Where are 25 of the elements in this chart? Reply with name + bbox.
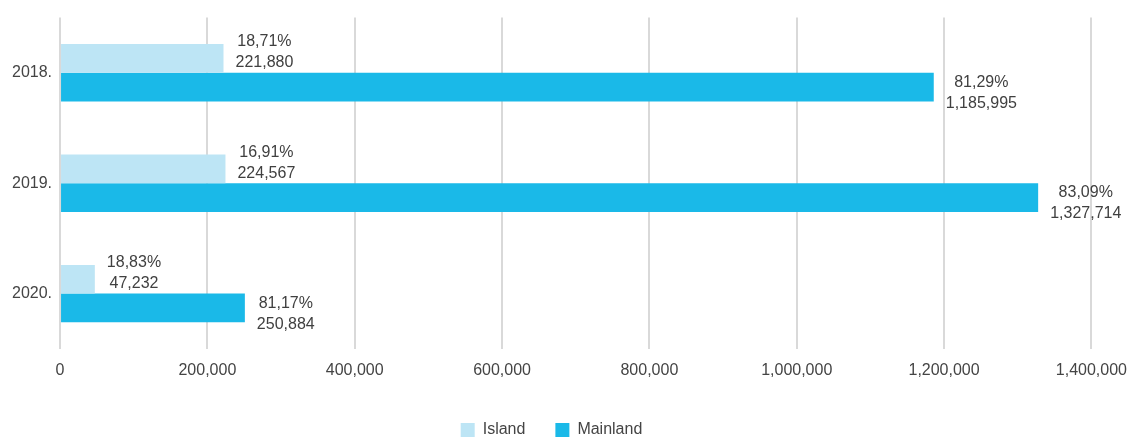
data-label: 81,29% 1,185,995 bbox=[945, 73, 1018, 112]
x-tick-label: 400,000 bbox=[325, 360, 384, 378]
y-tick-label: 2019. bbox=[11, 173, 53, 191]
x-tick-label: 200,000 bbox=[178, 360, 237, 378]
data-label: 83,09% 1,327,714 bbox=[1050, 183, 1122, 222]
bar bbox=[61, 44, 224, 73]
x-tick-label: 800,000 bbox=[620, 360, 679, 378]
data-label: 81,17% 250,884 bbox=[256, 293, 315, 332]
data-label: 18,71% 221,880 bbox=[235, 32, 294, 71]
legend-label: Island bbox=[482, 420, 526, 438]
x-tick-label: 1,400,000 bbox=[1055, 360, 1128, 378]
bar bbox=[61, 154, 226, 184]
x-tick-label: 1,200,000 bbox=[908, 360, 980, 378]
legend-label: Mainland bbox=[577, 420, 643, 438]
data-label: 18,83% 47,232 bbox=[106, 253, 162, 292]
x-tick-label: 1,000,000 bbox=[761, 360, 833, 378]
x-tick-label: 0 bbox=[55, 360, 65, 378]
data-label: 16,91% 224,567 bbox=[237, 142, 296, 181]
bar bbox=[61, 72, 934, 102]
bar bbox=[61, 293, 245, 323]
bar bbox=[61, 183, 1039, 212]
y-tick-label: 2018. bbox=[11, 63, 53, 81]
y-tick-label: 2020. bbox=[11, 284, 53, 302]
bar bbox=[61, 264, 95, 294]
x-tick-label: 600,000 bbox=[473, 360, 532, 378]
